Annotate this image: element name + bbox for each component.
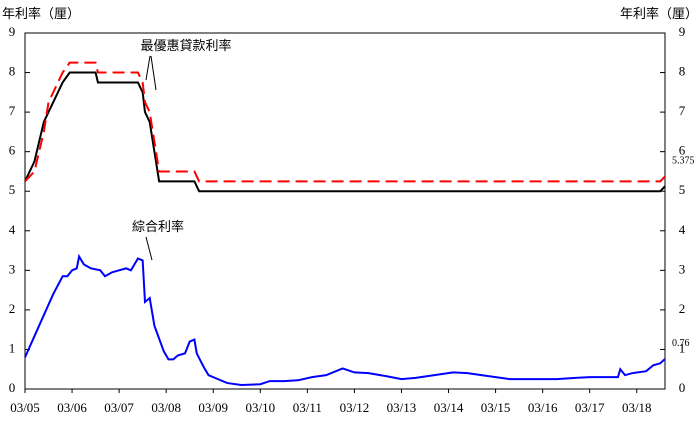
annotation: 最優惠貸款利率 [140, 38, 231, 53]
series-line [24, 61, 666, 183]
y-tick-label-right: 0 [679, 380, 686, 395]
end-label: 5.375 [672, 156, 695, 167]
x-tick-label: 03/08 [151, 400, 181, 415]
series-line [24, 253, 666, 387]
y-tick-label: 5 [9, 182, 16, 197]
y-tick-label-right: 5 [679, 182, 686, 197]
y-tick-label-right: 3 [679, 261, 686, 276]
y-axis-title-right: 年利率（厘） [620, 6, 698, 21]
y-tick-label: 2 [9, 301, 16, 316]
y-tick-label: 7 [9, 103, 16, 118]
y-tick-label: 0 [9, 380, 16, 395]
x-tick-label: 03/17 [575, 400, 605, 415]
y-tick-label: 6 [9, 143, 16, 158]
y-tick-label-right: 9 [679, 24, 686, 39]
end-label: 0.76 [672, 338, 690, 349]
y-tick-label-right: 1 [679, 340, 686, 355]
annotation-arrow [150, 55, 157, 91]
y-tick-label: 3 [9, 261, 16, 276]
x-tick-label: 03/18 [622, 400, 652, 415]
x-tick-label: 03/16 [528, 400, 558, 415]
x-tick-label: 03/05 [10, 400, 40, 415]
x-tick-label: 03/06 [57, 400, 87, 415]
y-tick-label: 1 [9, 340, 16, 355]
y-tick-label: 9 [9, 24, 16, 39]
annotation: 綜合利率 [132, 219, 184, 234]
x-tick-label: 03/07 [104, 400, 134, 415]
y-tick-label-right: 4 [679, 222, 686, 237]
annotation-arrow [145, 55, 151, 81]
y-tick-label-right: 2 [679, 301, 686, 316]
y-tick-label-right: 6 [679, 143, 686, 158]
y-axis-title-left: 年利率（厘） [2, 6, 80, 21]
x-tick-label: 03/11 [293, 400, 322, 415]
y-tick-label: 8 [9, 64, 16, 79]
x-tick-label: 03/12 [340, 400, 370, 415]
y-tick-label: 4 [9, 222, 16, 237]
y-tick-label-right: 8 [679, 64, 686, 79]
plot-frame [24, 32, 666, 390]
x-tick-label: 03/10 [245, 400, 275, 415]
x-tick-label: 03/09 [198, 400, 228, 415]
x-tick-label: 03/14 [434, 400, 464, 415]
x-tick-label: 03/13 [387, 400, 417, 415]
series-line [24, 71, 666, 193]
y-tick-label-right: 7 [679, 103, 686, 118]
annotation-arrow [145, 236, 153, 261]
x-tick-label: 03/15 [481, 400, 511, 415]
